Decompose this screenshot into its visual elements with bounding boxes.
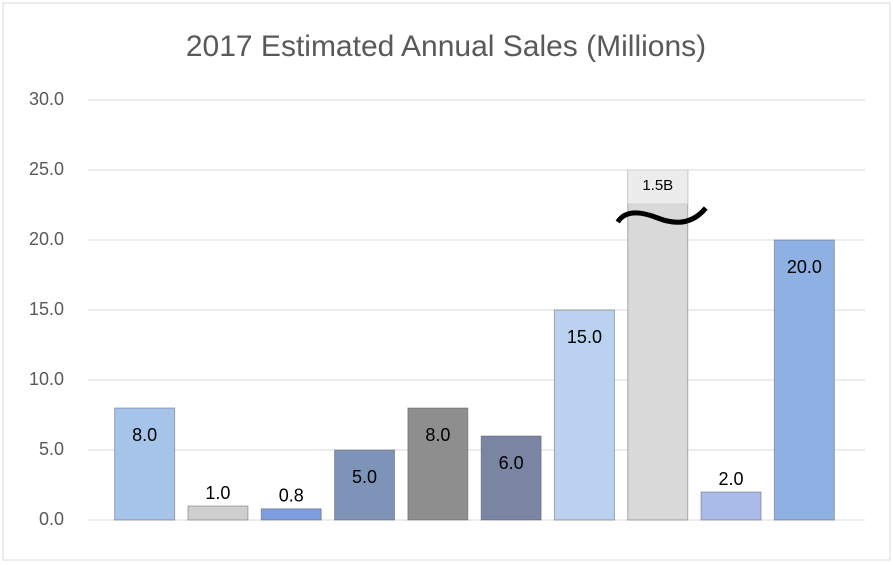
data-label: 1.0 (205, 483, 230, 503)
bar (553, 309, 615, 521)
data-label: 20.0 (787, 257, 822, 277)
bar (773, 239, 835, 521)
bar (260, 508, 322, 521)
data-label: 5.0 (352, 467, 377, 487)
data-label: 2.0 (719, 469, 744, 489)
data-label: 1.5B (642, 177, 673, 194)
y-tick-label: 15.0 (29, 299, 64, 319)
y-tick-label: 0.0 (39, 509, 64, 529)
bar (480, 435, 542, 521)
break-mark (615, 206, 708, 225)
data-label: 6.0 (499, 453, 524, 473)
bar (187, 505, 249, 521)
y-tick-label: 30.0 (29, 89, 64, 109)
y-tick-label: 25.0 (29, 159, 64, 179)
data-label: 8.0 (132, 425, 157, 445)
y-tick-label: 5.0 (39, 439, 64, 459)
bar (114, 407, 176, 521)
bar (627, 169, 689, 521)
data-label: 8.0 (425, 425, 450, 445)
bar (334, 449, 396, 521)
bar (700, 491, 762, 521)
label-box (627, 169, 689, 205)
data-label: 0.8 (279, 486, 304, 506)
data-label: 15.0 (567, 327, 602, 347)
y-tick-label: 20.0 (29, 229, 64, 249)
y-tick-label: 10.0 (29, 369, 64, 389)
chart-title: 2017 Estimated Annual Sales (Millions) (186, 30, 706, 63)
bar (407, 407, 469, 521)
